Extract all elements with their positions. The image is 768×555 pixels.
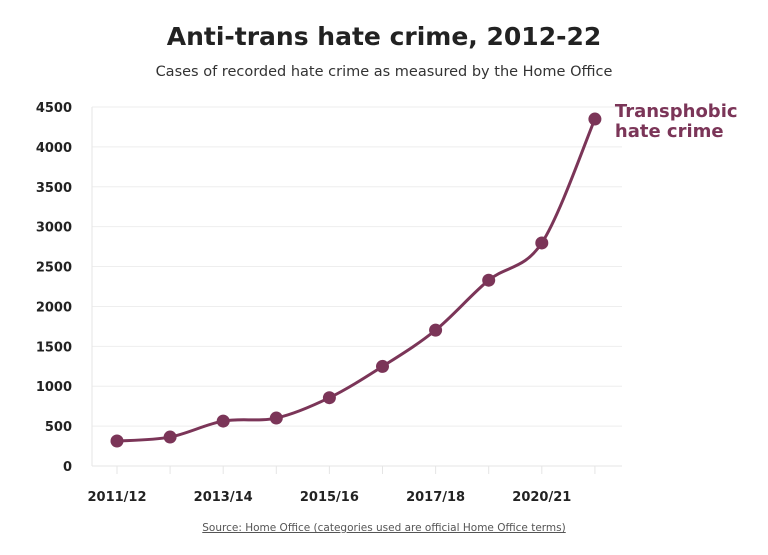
data-point	[535, 236, 549, 250]
data-point	[482, 273, 496, 287]
chart-title: Anti-trans hate crime, 2012-22	[166, 22, 602, 51]
x-tick-label: 2017/18	[406, 490, 465, 505]
series-line	[116, 118, 597, 443]
x-tick-label: 2013/14	[194, 490, 253, 505]
data-point	[429, 323, 443, 337]
series-label: Transphobic	[615, 101, 738, 122]
x-tick-label: 2020/21	[512, 490, 571, 505]
y-tick-label: 3000	[36, 221, 72, 236]
y-tick-label: 4500	[36, 101, 72, 116]
source-note[interactable]: Source: Home Office (categories used are…	[202, 522, 566, 534]
chart-subtitle: Cases of recorded hate crime as measured…	[155, 64, 613, 80]
data-point	[269, 411, 283, 425]
x-tick-label: 2015/16	[300, 490, 359, 505]
data-point	[216, 414, 230, 428]
y-tick-label: 500	[45, 420, 72, 435]
x-tick-label: 2011/12	[87, 490, 146, 505]
data-point	[588, 112, 602, 126]
y-tick-label: 2500	[36, 261, 72, 276]
data-point	[163, 430, 177, 444]
data-point	[322, 391, 336, 405]
y-tick-label: 4000	[36, 141, 72, 156]
y-tick-label: 1500	[36, 340, 72, 355]
y-tick-label: 0	[63, 460, 72, 475]
data-point	[110, 434, 124, 448]
series-label: hate crime	[615, 121, 724, 142]
y-tick-label: 1000	[36, 380, 72, 395]
y-tick-label: 2000	[36, 300, 72, 315]
data-point	[376, 359, 389, 373]
y-tick-label: 3500	[36, 181, 72, 196]
